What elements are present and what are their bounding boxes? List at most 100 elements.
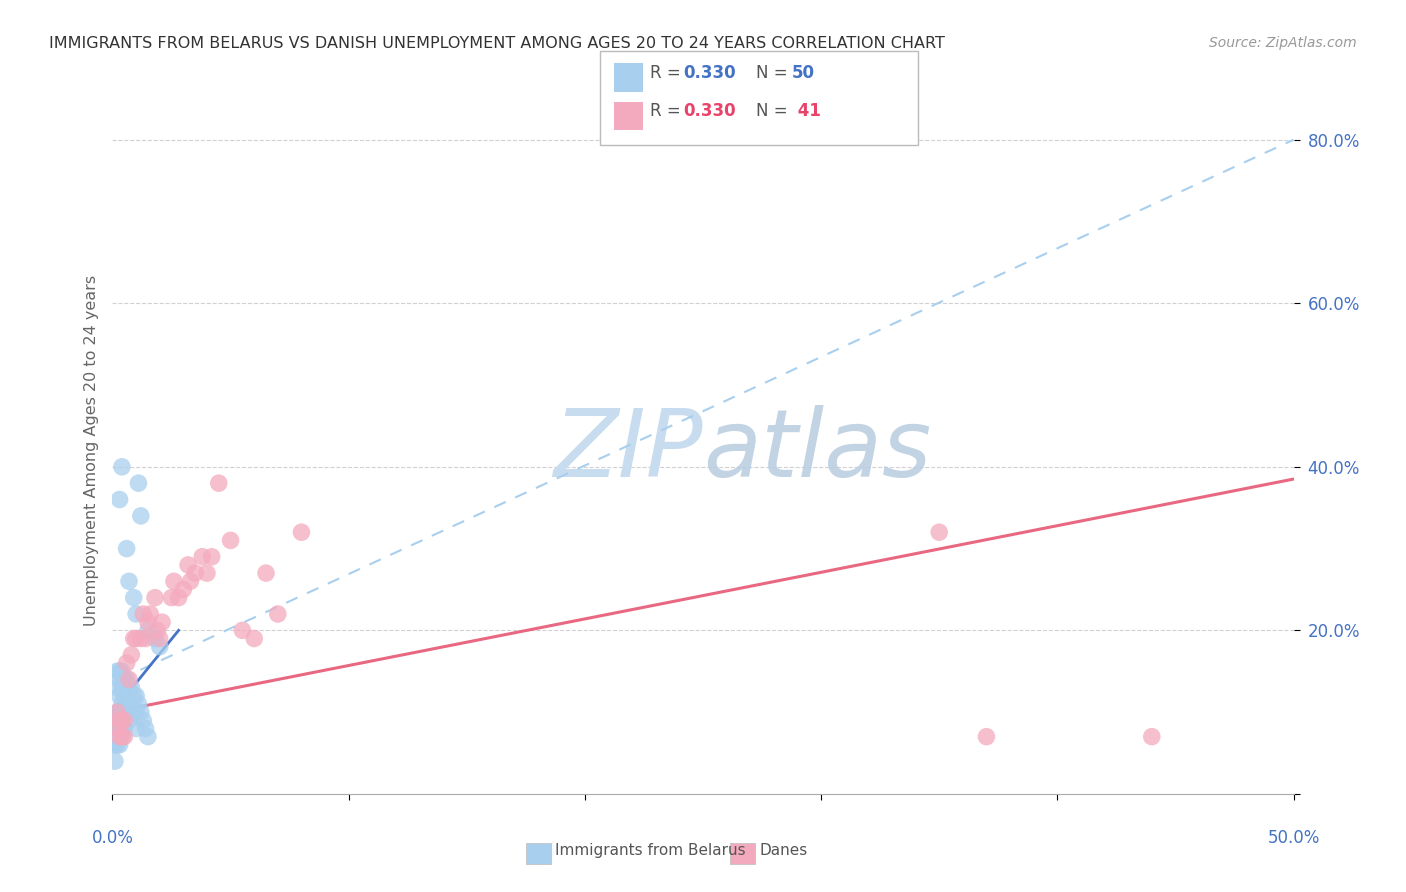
Point (290, 525, 312, 540)
Point (120, 697, 142, 711)
Point (112, 673, 135, 687)
Point (105, 664, 128, 679)
Point (112, 722, 135, 736)
Point (125, 722, 148, 736)
Text: N =: N = (756, 102, 793, 120)
Point (976, 730, 998, 744)
Point (127, 697, 149, 711)
Point (118, 681, 141, 695)
Point (105, 722, 128, 736)
Point (254, 566, 277, 580)
Point (111, 459, 134, 474)
Point (111, 730, 134, 744)
Text: 50: 50 (792, 63, 814, 81)
Point (135, 632, 157, 646)
Point (105, 705, 128, 719)
Text: 41: 41 (792, 102, 821, 120)
Text: 0.330: 0.330 (683, 102, 735, 120)
Point (191, 549, 214, 564)
Point (118, 574, 141, 589)
Point (136, 615, 159, 630)
Point (125, 705, 148, 719)
Point (108, 714, 131, 728)
Point (149, 640, 172, 654)
Point (112, 714, 135, 728)
Point (150, 615, 173, 630)
Text: Immigrants from Belarus: Immigrants from Belarus (555, 843, 747, 857)
Point (127, 476, 149, 491)
Point (115, 689, 138, 703)
Point (160, 591, 183, 605)
Point (201, 549, 224, 564)
Point (118, 673, 141, 687)
Point (108, 730, 131, 744)
Point (132, 714, 155, 728)
Point (104, 738, 127, 752)
Point (208, 476, 231, 491)
Point (108, 738, 131, 752)
Text: 50.0%: 50.0% (1267, 829, 1320, 847)
Text: N =: N = (756, 63, 793, 81)
Point (105, 738, 128, 752)
Point (108, 664, 131, 679)
Point (243, 632, 266, 646)
Point (129, 705, 152, 719)
Point (115, 705, 138, 719)
Point (125, 632, 148, 646)
Point (111, 681, 134, 695)
Text: 0.0%: 0.0% (91, 829, 134, 847)
Point (139, 607, 162, 621)
Point (1140, 730, 1163, 744)
Point (108, 689, 131, 703)
Point (111, 714, 134, 728)
Point (112, 705, 135, 719)
Point (115, 656, 138, 670)
Text: ZIP: ZIP (554, 405, 703, 496)
Point (125, 607, 148, 621)
Point (122, 705, 145, 719)
Text: Danes: Danes (759, 843, 807, 857)
Point (105, 722, 128, 736)
Point (120, 681, 142, 695)
Point (108, 673, 131, 687)
Point (104, 754, 127, 768)
Point (115, 673, 138, 687)
Point (143, 591, 166, 605)
Point (108, 492, 131, 507)
Point (104, 722, 127, 736)
Point (111, 714, 134, 728)
Point (112, 730, 135, 744)
Point (146, 624, 169, 638)
Y-axis label: Unemployment Among Ages 20 to 24 years: Unemployment Among Ages 20 to 24 years (83, 275, 98, 626)
Point (136, 730, 159, 744)
Point (122, 689, 145, 703)
Point (118, 714, 141, 728)
Point (149, 632, 172, 646)
Point (111, 664, 134, 679)
Point (184, 566, 207, 580)
Text: Source: ZipAtlas.com: Source: ZipAtlas.com (1209, 36, 1357, 50)
Point (105, 705, 128, 719)
Point (129, 508, 152, 523)
Point (219, 533, 242, 548)
Point (136, 624, 159, 638)
Point (118, 697, 141, 711)
Point (108, 705, 131, 719)
Text: R =: R = (650, 63, 686, 81)
Point (129, 632, 152, 646)
Text: R =: R = (650, 102, 686, 120)
Point (115, 541, 138, 556)
Point (167, 591, 190, 605)
Point (172, 582, 194, 597)
Point (125, 689, 148, 703)
Point (112, 689, 135, 703)
Point (267, 607, 290, 621)
Point (163, 574, 186, 589)
Point (231, 624, 253, 638)
Point (111, 730, 134, 744)
Point (111, 697, 134, 711)
Text: atlas: atlas (703, 405, 931, 496)
Point (179, 574, 201, 589)
Point (132, 607, 155, 621)
Point (122, 632, 145, 646)
